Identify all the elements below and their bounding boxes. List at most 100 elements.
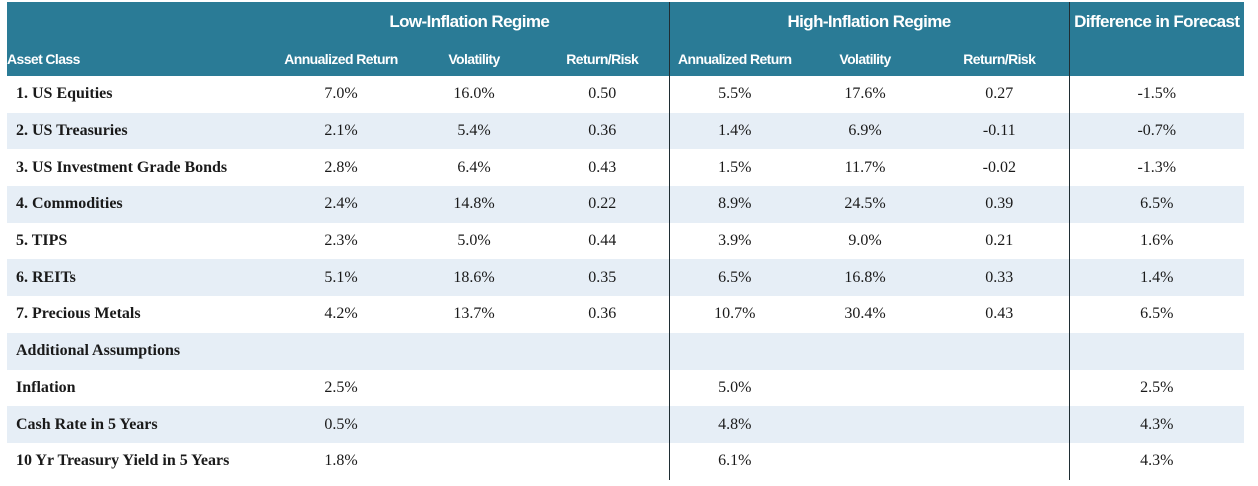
cell-high-return-risk xyxy=(930,332,1070,370)
group-header-low-inflation: Low-Inflation Regime xyxy=(270,2,670,42)
cell-low-return: 4.2% xyxy=(324,305,358,323)
cell-difference: 4.3% xyxy=(1140,452,1174,470)
column-header-high-return: Annualized Return xyxy=(669,42,801,76)
cell-low-volatility: 13.7% xyxy=(453,305,495,323)
cell-low-volatility: 6.4% xyxy=(457,158,491,176)
cell-high-return: 10.7% xyxy=(714,305,756,323)
column-header-row: Asset Class Annualized Return Volatility… xyxy=(7,42,1244,76)
table-body: 1. US Equities 7.0% 16.0% 0.50 5.5% 17.6% 0.27… xyxy=(7,76,1245,480)
cell-high-return-risk: -0.02 xyxy=(930,149,1070,187)
table-row: 2. US Treasuries 2.1% 5.4% 0.36 1.4% 6.9% -0.1… xyxy=(7,112,1245,150)
cell-low-return-risk: 0.44 xyxy=(536,222,670,260)
table-row: 10 Yr Treasury Yield in 5 Years 1.8% 6.1% 4… xyxy=(7,442,1244,480)
cell-low-return-risk: 0.50 xyxy=(536,76,670,113)
group-header-difference: Difference in Forecast xyxy=(1069,2,1245,76)
cell-high-return: 1.4% xyxy=(669,112,801,150)
cell-difference: 6.5% xyxy=(1140,305,1174,323)
cell-low-return-risk: 0.36 xyxy=(536,112,670,150)
cell-low-return-risk xyxy=(536,369,670,407)
row-label: 6. REITs xyxy=(7,259,270,297)
row-label: 10 Yr Treasury Yield in 5 Years xyxy=(16,452,230,470)
cell-difference: 1.4% xyxy=(1069,259,1245,297)
cell-high-return-risk: -0.11 xyxy=(930,112,1070,150)
cell-difference: 4.3% xyxy=(1069,406,1245,443)
column-header-low-volatility: Volatility xyxy=(412,42,536,76)
cell-high-volatility: 30.4% xyxy=(844,305,886,323)
cell-high-volatility: 11.7% xyxy=(844,158,886,176)
row-label: Inflation xyxy=(16,378,76,396)
cell-low-volatility xyxy=(412,370,536,407)
cell-high-return: 6.5% xyxy=(669,259,801,297)
table-row: 6. REITs 5.1% 18.6% 0.35 6.5% 16.8% 0.33 1.4% xyxy=(7,259,1245,297)
row-label: 7. Precious Metals xyxy=(16,305,141,323)
cell-low-return-risk xyxy=(536,406,670,443)
table-row: 7. Precious Metals 4.2% 13.7% 0.36 10.7% 30.4… xyxy=(7,296,1244,333)
cell-low-volatility xyxy=(412,443,536,480)
cell-low-return: 0.5% xyxy=(270,406,412,443)
cell-low-volatility xyxy=(412,332,536,370)
cell-difference: -1.5% xyxy=(1137,85,1177,103)
cell-low-volatility: 5.4% xyxy=(412,112,536,150)
cell-low-return: 1.8% xyxy=(324,452,358,470)
cell-high-volatility xyxy=(800,332,931,370)
cell-low-return-risk: 0.35 xyxy=(536,259,670,297)
cell-low-volatility: 14.8% xyxy=(412,186,536,223)
cell-low-return: 5.1% xyxy=(270,259,412,297)
cell-low-return-risk: 0.22 xyxy=(536,186,670,223)
column-header-high-return-risk: Return/Risk xyxy=(930,42,1070,76)
column-header-low-return-risk: Return/Risk xyxy=(536,42,670,76)
cell-high-volatility: 6.9% xyxy=(800,112,931,150)
cell-low-volatility xyxy=(412,406,536,443)
row-label: 3. US Investment Grade Bonds xyxy=(16,158,228,176)
column-header-high-volatility: Volatility xyxy=(800,42,931,76)
cell-high-return-risk xyxy=(930,369,1070,407)
cell-high-return: 4.8% xyxy=(669,406,801,443)
cell-high-return: 5.5% xyxy=(718,85,752,103)
table-row: 4. Commodities 2.4% 14.8% 0.22 8.9% 24.5% 0.39… xyxy=(7,186,1245,223)
cell-high-volatility xyxy=(800,443,930,480)
forecast-table: Low-Inflation Regime High-Inflation Regi… xyxy=(7,2,1245,480)
cell-high-volatility: 24.5% xyxy=(800,186,931,223)
group-header-row: Low-Inflation Regime High-Inflation Regi… xyxy=(7,2,1245,76)
cell-high-return-risk: 0.43 xyxy=(930,296,1070,333)
cell-high-volatility xyxy=(800,370,930,407)
cell-high-return: 6.1% xyxy=(718,452,752,470)
cell-low-return-risk: 0.43 xyxy=(536,149,670,187)
cell-low-return: 2.3% xyxy=(324,232,358,250)
cell-low-return: 2.8% xyxy=(324,158,358,176)
cell-low-return xyxy=(270,332,412,370)
cell-high-return-risk: 0.33 xyxy=(930,259,1070,297)
column-header-low-return: Annualized Return xyxy=(270,42,412,76)
table-row: Cash Rate in 5 Years 0.5% 4.8% 4.3% xyxy=(7,406,1245,443)
table-row: Inflation 2.5% 5.0% 2.5% xyxy=(7,369,1244,407)
table-row: 5. TIPS 2.3% 5.0% 0.44 3.9% 9.0% 0.21 1.6% xyxy=(7,222,1244,260)
table-row: 3. US Investment Grade Bonds 2.8% 6.4% 0.43… xyxy=(7,149,1244,187)
cell-difference: 2.5% xyxy=(1140,378,1174,396)
cell-low-volatility: 5.0% xyxy=(457,232,491,250)
cell-high-volatility: 17.6% xyxy=(844,85,886,103)
cell-difference: -0.7% xyxy=(1069,112,1245,150)
cell-high-return: 3.9% xyxy=(718,232,752,250)
cell-difference: 6.5% xyxy=(1069,186,1245,223)
cell-high-return-risk: 0.21 xyxy=(930,222,1070,260)
cell-low-volatility: 18.6% xyxy=(412,259,536,297)
cell-high-return-risk: 0.27 xyxy=(930,76,1070,113)
forecast-table-container: Low-Inflation Regime High-Inflation Regi… xyxy=(7,2,1245,480)
cell-low-return: 2.1% xyxy=(270,112,412,150)
cell-low-return-risk xyxy=(536,442,670,480)
cell-high-return-risk xyxy=(930,442,1070,480)
row-label: 2. US Treasuries xyxy=(7,112,270,150)
row-label: 5. TIPS xyxy=(16,232,68,250)
cell-difference: -1.3% xyxy=(1137,158,1177,176)
cell-high-return xyxy=(669,332,801,370)
cell-high-volatility: 16.8% xyxy=(800,259,931,297)
table-row: Additional Assumptions xyxy=(7,332,1245,370)
cell-low-return: 2.4% xyxy=(270,186,412,223)
cell-high-return: 1.5% xyxy=(718,158,752,176)
cell-low-volatility: 16.0% xyxy=(453,85,495,103)
row-label: 4. Commodities xyxy=(7,186,270,223)
group-header-high-inflation: High-Inflation Regime xyxy=(669,2,1070,42)
cell-high-return-risk xyxy=(930,406,1070,443)
table-row: 1. US Equities 7.0% 16.0% 0.50 5.5% 17.6% 0.27… xyxy=(7,76,1244,113)
group-header-blank xyxy=(7,2,270,42)
